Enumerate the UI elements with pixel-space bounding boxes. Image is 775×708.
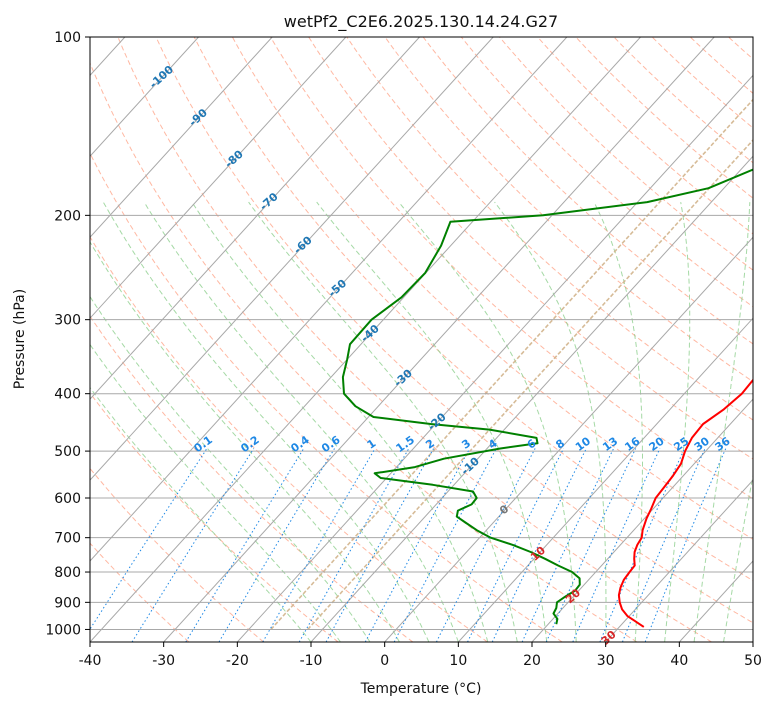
y-axis-label: Pressure (hPa) <box>12 289 28 389</box>
background-lines <box>90 37 753 642</box>
mixing-ratio-line <box>131 448 255 642</box>
isotherm-line <box>384 236 753 642</box>
moist-adiabat-line <box>723 473 753 642</box>
x-tick-label: 10 <box>449 653 467 669</box>
moist-adiabat-line <box>593 201 643 642</box>
moist-adiabat-line <box>664 202 691 642</box>
mixing-ratio-line <box>644 448 727 642</box>
isotherm-line <box>236 74 753 642</box>
isotherm-line <box>90 37 641 642</box>
dry-adiabat-line <box>193 37 753 582</box>
mixing-ratio-line <box>185 448 305 642</box>
y-tick-label: 900 <box>54 595 81 611</box>
moist-adiabat-line <box>248 201 518 642</box>
dry-adiabat-line <box>270 37 753 500</box>
isotherm-line <box>90 37 273 238</box>
x-tick-label: -40 <box>79 653 102 669</box>
y-tick-label: 700 <box>54 531 81 547</box>
isotherm-line <box>457 317 753 642</box>
moist-adiabat-line <box>102 201 430 642</box>
moist-adiabat-line <box>494 201 607 642</box>
mixing-ratio-line <box>435 448 536 642</box>
x-tick-label: -10 <box>300 653 323 669</box>
dewpoint-line <box>341 168 753 625</box>
x-axis-label: Temperature (°C) <box>360 681 482 697</box>
isotherm-line <box>531 398 753 642</box>
isotherm-line <box>90 37 199 158</box>
dry-adiabat-line <box>90 61 638 642</box>
axes: -40 -30 -20 -10 0 10 20 30 40 50 100 200 300 400 500 60… <box>45 30 762 669</box>
plot-frame <box>89 36 754 643</box>
mixing-ratio-line <box>545 448 637 642</box>
profile-lines <box>341 168 753 628</box>
x-tick-label: -30 <box>152 653 175 669</box>
dry-adiabat-line <box>90 152 563 642</box>
x-tick-label: 50 <box>744 653 762 669</box>
chart-title: wetPf2_C2E6.2025.130.14.24.G27 <box>284 12 558 32</box>
x-tick-label: -20 <box>226 653 249 669</box>
mixing-ratio-line <box>90 448 208 631</box>
mixing-ratio-line <box>621 448 706 642</box>
isotherm-line <box>90 37 568 562</box>
y-tick-label: 800 <box>54 565 81 581</box>
temperature-line <box>617 378 753 628</box>
y-tick-label: 1000 <box>45 622 81 638</box>
x-tick-label: 30 <box>597 653 615 669</box>
isotherm-line <box>163 37 715 642</box>
y-tick-label: 400 <box>54 387 81 403</box>
moist-adiabat-line <box>316 201 548 642</box>
moist-adiabat-line <box>90 295 371 642</box>
dry-adiabat-line <box>155 37 753 624</box>
x-tick-label: 20 <box>523 653 541 669</box>
moist-adiabat-line <box>90 386 312 642</box>
mixing-ratio-line <box>521 448 615 642</box>
y-tick-label: 300 <box>54 313 81 329</box>
moist-adiabat-line <box>90 241 400 642</box>
dgz-line <box>307 138 753 630</box>
isotherm-line <box>310 155 753 642</box>
dry-adiabat-line <box>384 37 753 383</box>
moist-adiabat-line <box>191 201 489 642</box>
dry-adiabat-line <box>308 37 753 460</box>
y-tick-label: 100 <box>54 30 81 46</box>
moist-adiabat-line <box>398 201 577 642</box>
moist-adiabat-line <box>693 202 751 642</box>
x-tick-label: 40 <box>670 653 688 669</box>
isotherm-line <box>90 37 420 400</box>
isotherm-line <box>90 37 347 319</box>
mixing-ratio-line <box>364 448 471 642</box>
y-tick-label: 200 <box>54 208 81 224</box>
y-tick-label: 600 <box>54 491 81 507</box>
y-tick-label: 500 <box>54 444 81 460</box>
isotherm-line <box>90 37 494 481</box>
moist-adiabat-line <box>143 201 459 642</box>
moist-adiabat-line <box>90 343 341 642</box>
x-tick-label: 0 <box>380 653 389 669</box>
dgz-line <box>270 98 753 630</box>
isotherm-line <box>605 479 753 642</box>
mixing-ratio-line <box>262 448 376 642</box>
dry-adiabat-line <box>422 37 753 345</box>
